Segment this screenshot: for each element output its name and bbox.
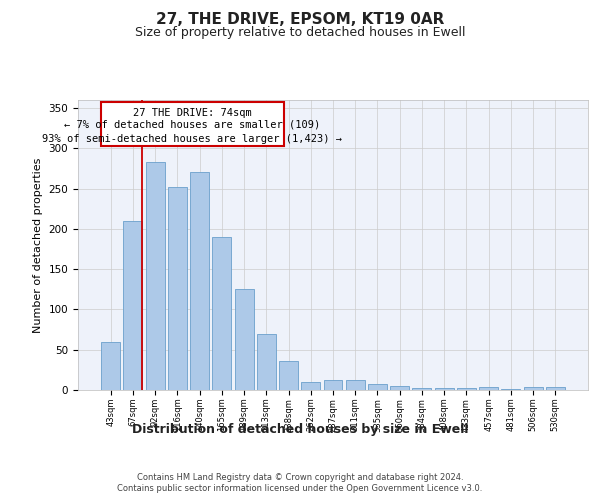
Bar — [502, 389, 520, 390]
Text: 93% of semi-detached houses are larger (1,423) →: 93% of semi-detached houses are larger (… — [43, 134, 343, 143]
Bar — [435, 388, 454, 390]
Bar — [546, 387, 565, 390]
Bar — [390, 386, 409, 390]
Text: Contains public sector information licensed under the Open Government Licence v3: Contains public sector information licen… — [118, 484, 482, 493]
Bar — [412, 388, 431, 390]
Bar — [190, 172, 209, 390]
Bar — [524, 387, 542, 390]
Bar — [479, 387, 498, 390]
Bar — [346, 380, 365, 390]
Bar — [368, 384, 387, 390]
Bar — [235, 290, 254, 390]
Bar — [257, 334, 276, 390]
Bar — [168, 187, 187, 390]
Bar — [301, 382, 320, 390]
Text: Size of property relative to detached houses in Ewell: Size of property relative to detached ho… — [135, 26, 465, 39]
Text: 27, THE DRIVE, EPSOM, KT19 0AR: 27, THE DRIVE, EPSOM, KT19 0AR — [156, 12, 444, 28]
Bar — [124, 221, 142, 390]
Bar — [323, 380, 343, 390]
Text: Contains HM Land Registry data © Crown copyright and database right 2024.: Contains HM Land Registry data © Crown c… — [137, 472, 463, 482]
Bar — [279, 361, 298, 390]
Bar — [146, 162, 164, 390]
Bar — [101, 342, 120, 390]
Text: Distribution of detached houses by size in Ewell: Distribution of detached houses by size … — [132, 422, 468, 436]
Bar — [457, 388, 476, 390]
Bar — [101, 102, 284, 146]
Text: 27 THE DRIVE: 74sqm: 27 THE DRIVE: 74sqm — [133, 108, 252, 118]
Bar — [212, 237, 231, 390]
Y-axis label: Number of detached properties: Number of detached properties — [33, 158, 43, 332]
Text: ← 7% of detached houses are smaller (109): ← 7% of detached houses are smaller (109… — [64, 119, 320, 129]
